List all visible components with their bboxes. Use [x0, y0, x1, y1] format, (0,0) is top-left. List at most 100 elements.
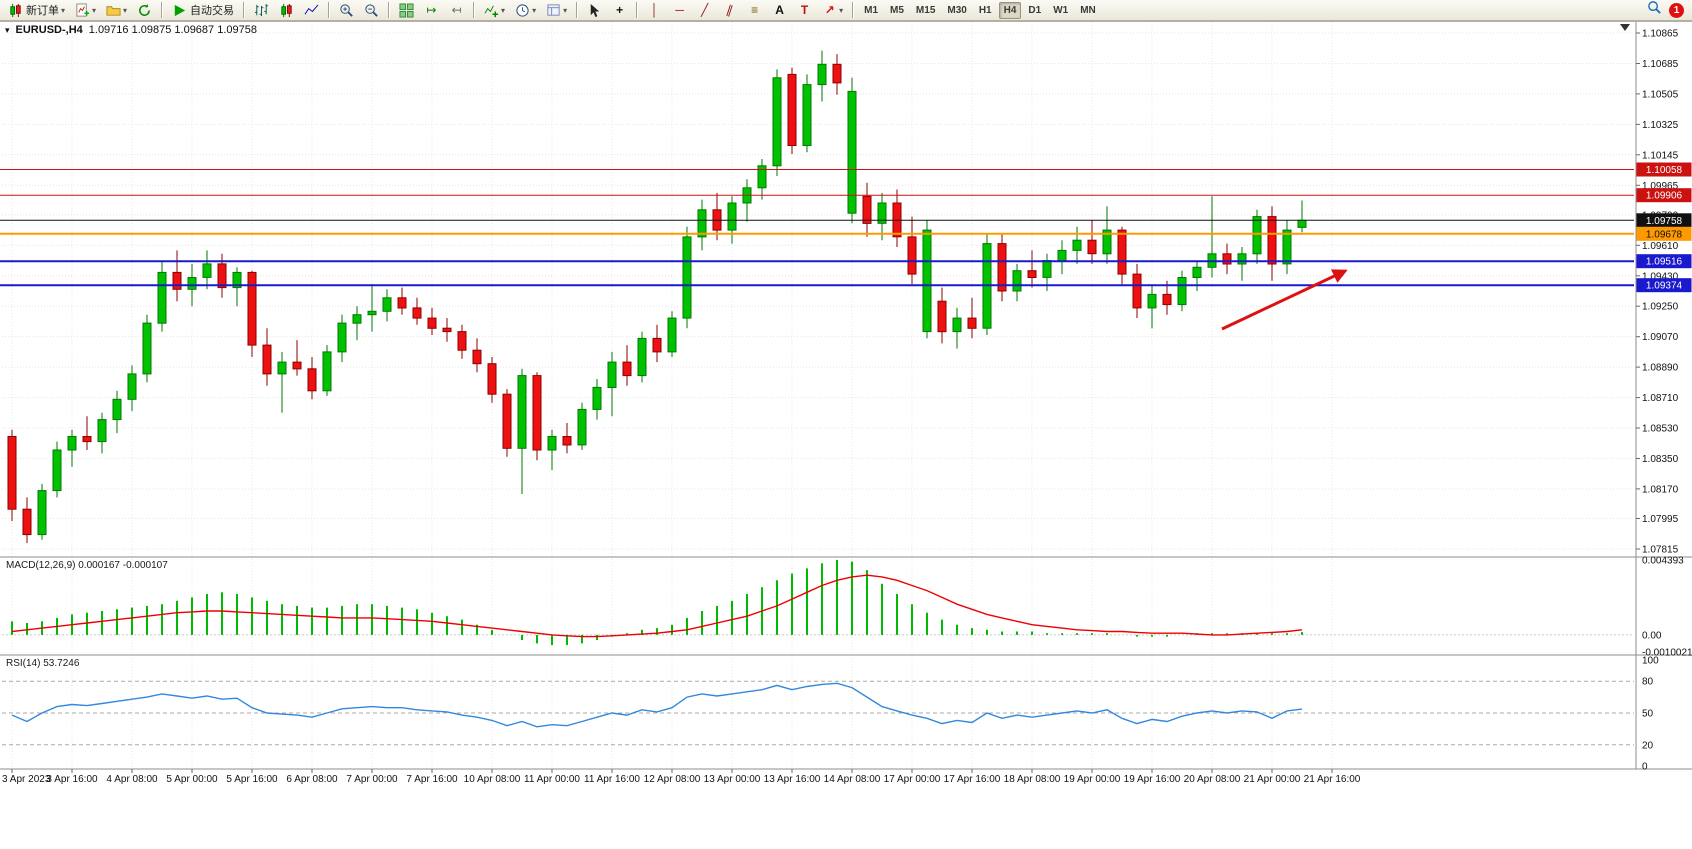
toolbar-separator: [852, 2, 855, 18]
bar-chart-button[interactable]: [250, 0, 273, 21]
fibo-icon: ≡: [751, 2, 759, 17]
cursor-button[interactable]: [583, 0, 606, 21]
new-order-button[interactable]: 新订单 ▾: [4, 0, 69, 21]
chart-ohlc-values: 1.09716 1.09875 1.09687 1.09758: [88, 24, 257, 36]
timeframe-button-w1[interactable]: W1: [1053, 4, 1069, 16]
chevron-down-icon: ▾: [123, 5, 128, 15]
svg-text:1.08530: 1.08530: [1642, 424, 1679, 435]
svg-text:1.09965: 1.09965: [1642, 181, 1679, 192]
auto-scroll-button[interactable]: ↦: [420, 0, 443, 21]
template-icon: [546, 3, 561, 18]
timeframe-button-m30[interactable]: M30: [947, 4, 967, 16]
svg-text:12 Apr 08:00: 12 Apr 08:00: [644, 774, 701, 785]
svg-text:1.09678: 1.09678: [1646, 229, 1683, 240]
chart-shift-button[interactable]: ↤: [445, 0, 468, 21]
main-toolbar: 新订单 ▾ ▾ ▾ 自动交易 ↦ ↤ ▾ ▾ ▾ + │ ─ ╱ ∥ ≡ A T ↗ ▾ M1 M5 M15 M30 H1 H4 D…: [0, 0, 1692, 21]
timeframe-button-h4[interactable]: H4: [998, 1, 1022, 19]
rsi-value: 53.7246: [43, 658, 80, 669]
vertical-line-button[interactable]: │: [643, 0, 666, 21]
toolbar-separator: [328, 2, 331, 18]
svg-text:1.08890: 1.08890: [1642, 363, 1679, 374]
autotrading-button-label: 自动交易: [190, 5, 235, 17]
svg-text:11 Apr 16:00: 11 Apr 16:00: [584, 774, 640, 785]
svg-text:1.09516: 1.09516: [1646, 257, 1683, 268]
timeframe-button-h1[interactable]: H1: [978, 4, 992, 16]
candles-icon: [279, 3, 294, 18]
timeframe-button-mn[interactable]: MN: [1080, 4, 1096, 16]
timeframe-button-m1[interactable]: M1: [864, 4, 879, 16]
svg-text:6 Apr 08:00: 6 Apr 08:00: [286, 774, 338, 785]
svg-text:21 Apr 16:00: 21 Apr 16:00: [1304, 774, 1361, 785]
crosshair-button[interactable]: +: [608, 0, 631, 21]
timeframe-button-m15[interactable]: M15: [915, 4, 936, 16]
svg-text:0.00: 0.00: [1642, 631, 1662, 642]
trendline-button[interactable]: ╱: [693, 0, 716, 21]
svg-text:1.10145: 1.10145: [1642, 150, 1679, 161]
svg-text:1.10325: 1.10325: [1642, 120, 1679, 131]
toolbar-separator: [576, 2, 579, 18]
tile-windows-button[interactable]: [395, 0, 418, 21]
macd-axis: 0.004393 0.00 -0.0010021: [1642, 556, 1692, 659]
svg-text:100: 100: [1642, 656, 1659, 667]
timeframe-button-m5[interactable]: M5: [890, 4, 904, 16]
periods-button[interactable]: ▾: [511, 0, 540, 21]
zoom-in-button[interactable]: [335, 0, 358, 21]
text-icon: A: [775, 2, 784, 17]
chevron-down-icon: ▾: [501, 5, 506, 15]
indicators-button[interactable]: ▾: [480, 0, 509, 21]
channel-button[interactable]: ∥: [718, 0, 741, 21]
chevron-down-icon: ▾: [563, 5, 568, 15]
price-axis: 1.10865 1.10685 1.10505 1.10325 1.10145 1.099…: [1636, 29, 1679, 556]
candlestick-chart-button[interactable]: [275, 0, 298, 21]
svg-text:14 Apr 08:00: 14 Apr 08:00: [824, 774, 881, 785]
toolbar-separator: [636, 2, 639, 18]
new-order-button-label: 新订单: [26, 5, 59, 17]
crosshair-icon: +: [616, 2, 624, 17]
svg-text:10 Apr 08:00: 10 Apr 08:00: [464, 774, 521, 785]
zoom-out-button[interactable]: [360, 0, 383, 21]
hline-icon: ─: [675, 2, 684, 17]
zoom-in-icon: [339, 3, 354, 18]
svg-text:19 Apr 00:00: 19 Apr 00:00: [1064, 774, 1121, 785]
svg-text:1.09070: 1.09070: [1642, 332, 1679, 343]
svg-text:1.08350: 1.08350: [1642, 454, 1679, 465]
timeframe-button-d1[interactable]: D1: [1028, 4, 1042, 16]
svg-text:20: 20: [1642, 740, 1654, 751]
text-button[interactable]: A: [768, 0, 791, 21]
cursor-icon: [587, 3, 602, 18]
notification-badge[interactable]: 1: [1669, 2, 1684, 18]
horizontal-line-button[interactable]: ─: [668, 0, 691, 21]
clock-icon: [515, 3, 530, 18]
arrows-button[interactable]: ↗ ▾: [818, 0, 847, 21]
svg-text:13 Apr 00:00: 13 Apr 00:00: [704, 774, 761, 785]
new-chart-button[interactable]: ▾: [71, 0, 100, 21]
svg-text:1.09374: 1.09374: [1646, 281, 1683, 292]
text-label-button[interactable]: T: [793, 0, 816, 21]
trendline-icon: ╱: [700, 2, 709, 17]
line-chart-button[interactable]: [300, 0, 323, 21]
one-click-trading-toggle[interactable]: ▾: [5, 24, 10, 35]
autotrading-button[interactable]: 自动交易: [168, 0, 238, 21]
macd-pane: [2, 559, 1634, 646]
fibonacci-button[interactable]: ≡: [743, 0, 766, 21]
profiles-button[interactable]: ▾: [102, 0, 131, 21]
svg-text:1.09906: 1.09906: [1646, 191, 1683, 202]
toolbar-separator: [473, 2, 476, 18]
macd-value-signal: -0.000107: [122, 560, 168, 571]
shift-icon: ↤: [451, 2, 462, 17]
svg-text:3 Apr 2023: 3 Apr 2023: [2, 774, 51, 785]
rsi-axis: 100 80 50 20 0: [1642, 656, 1659, 773]
toolbar-separator: [243, 2, 246, 18]
svg-text:3 Apr 16:00: 3 Apr 16:00: [46, 774, 98, 785]
arrow-icon: ↗: [824, 2, 835, 17]
refresh-button[interactable]: [133, 0, 156, 21]
chevron-down-icon: ▾: [61, 5, 66, 15]
rsi-title: RSI(14): [6, 658, 41, 669]
templates-button[interactable]: ▾: [542, 0, 571, 21]
tile-icon: [399, 2, 414, 18]
search-icon[interactable]: [1647, 0, 1662, 20]
horizontal-lines: [0, 169, 1634, 287]
